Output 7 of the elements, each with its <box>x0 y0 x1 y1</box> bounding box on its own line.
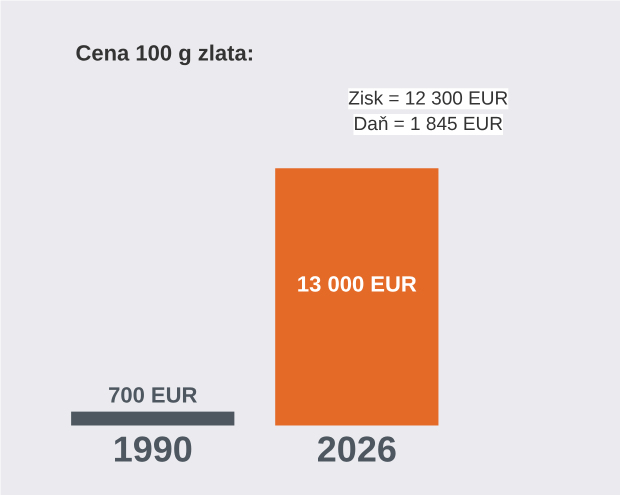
data-label: 13 000 EUR <box>296 272 417 297</box>
x-tick-label: 2026 <box>316 428 397 470</box>
chart-title: Cena 100 g zlata: <box>76 40 254 66</box>
text: Daň = 1 845 EUR <box>354 114 503 136</box>
data-label: 700 EUR <box>108 382 198 408</box>
x-tick-label: 1990 <box>112 428 193 470</box>
text: Zisk = 12 300 EUR <box>348 88 508 110</box>
